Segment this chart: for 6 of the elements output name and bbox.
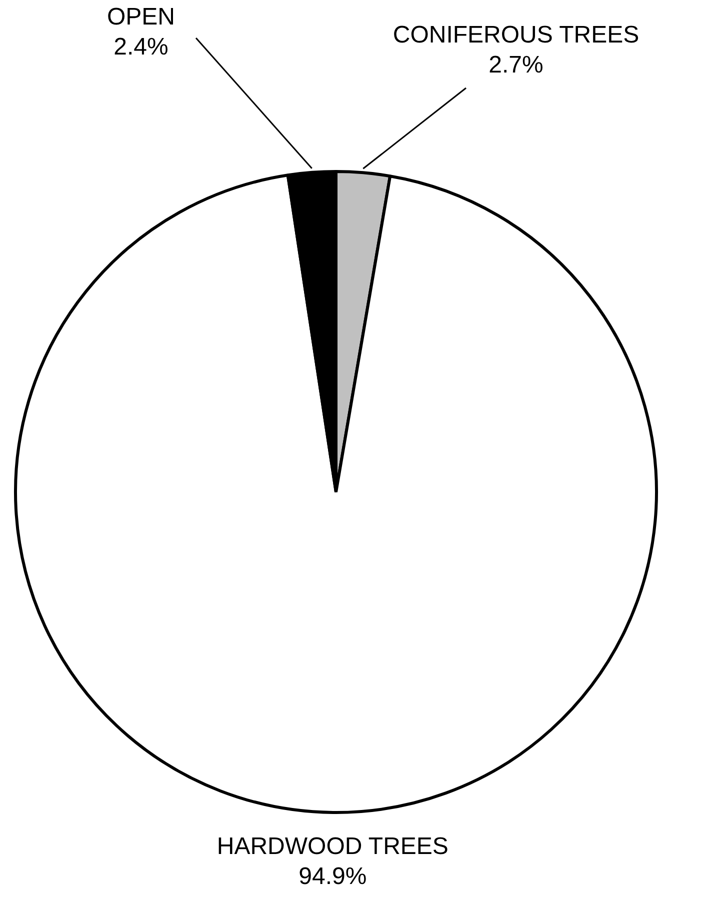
data-label: 94.9% (298, 863, 367, 890)
data-label: 2.4% (114, 34, 168, 61)
slice-label: CONIFEROUS TREES (392, 22, 640, 49)
data-label: 2.7% (488, 52, 544, 79)
slice-label: OPEN (106, 4, 176, 31)
slice-label: HARDWOOD TREES (216, 833, 448, 860)
